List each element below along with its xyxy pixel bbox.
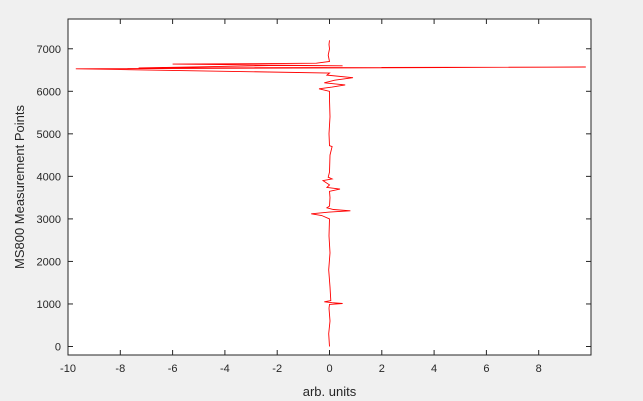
x-tick-label: 0 bbox=[326, 363, 332, 375]
ticks-layer: -10 -8 -6 -4 -2 0 2 4 6 8 0 1000 2000 3000 4000 5000 600… bbox=[37, 19, 591, 375]
data-layer bbox=[75, 40, 586, 347]
x-axis-label: arb. units bbox=[303, 384, 357, 399]
x-tick-label: 2 bbox=[379, 363, 385, 375]
y-tick-label: 5000 bbox=[37, 129, 61, 141]
y-tick-label: 0 bbox=[55, 341, 61, 353]
x-tick-label: 4 bbox=[431, 363, 437, 375]
y-tick-label: 7000 bbox=[37, 44, 61, 56]
y-tick-label: 1000 bbox=[37, 299, 61, 311]
x-tick-label: 8 bbox=[536, 363, 542, 375]
x-tick-label: -4 bbox=[220, 363, 230, 375]
y-tick-label: 2000 bbox=[37, 256, 61, 268]
x-tick-label: -2 bbox=[272, 363, 282, 375]
x-tick-label: -8 bbox=[115, 363, 125, 375]
x-tick-label: -10 bbox=[60, 363, 76, 375]
x-tick-label: 6 bbox=[483, 363, 489, 375]
y-axis-label: MS800 Measurement Points bbox=[12, 104, 27, 269]
y-tick-label: 6000 bbox=[37, 86, 61, 98]
y-tick-label: 4000 bbox=[37, 171, 61, 183]
x-tick-label: -6 bbox=[168, 363, 178, 375]
plot-frame bbox=[67, 18, 592, 356]
series-line-0 bbox=[75, 40, 586, 347]
y-tick-label: 3000 bbox=[37, 214, 61, 226]
